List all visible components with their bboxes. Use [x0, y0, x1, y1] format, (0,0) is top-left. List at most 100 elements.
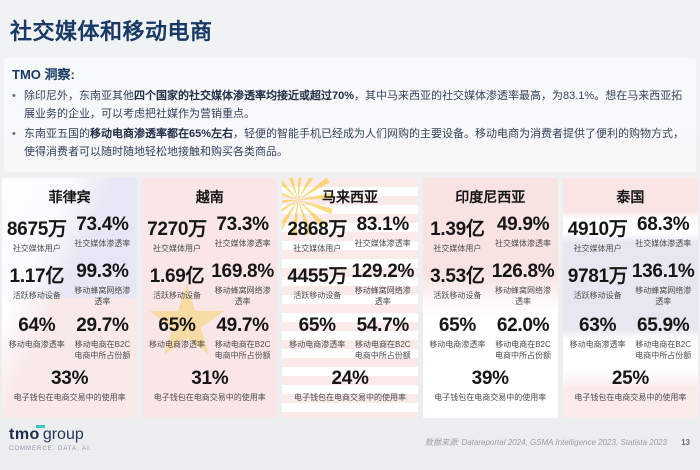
stat-label: 移动电商渗透率: [429, 339, 486, 349]
stat-value: 31%: [191, 367, 229, 389]
stat-value: 4455万: [287, 266, 348, 288]
stat-social-users: 1.39亿 社交媒体用户: [425, 214, 491, 254]
bullet-text-pre: 东南亚五国的: [24, 128, 90, 141]
country-card-philippines: 菲律宾 8675万 社交媒体用户 73.4% 社交媒体渗透率 1.17亿 活跃移…: [2, 178, 138, 418]
stat-social-users: 7270万 社交媒体用户: [144, 214, 210, 254]
bullet-text-post: ，其中马来西亚的社交媒体渗透率最高，为83.1%。想在马来西亚拓展业务的企业，可…: [24, 90, 683, 120]
stat-value: 39%: [471, 367, 509, 389]
stat-label: 社交媒体渗透率: [354, 239, 411, 248]
country-card-thailand: 泰国 4910万 社交媒体用户 68.3% 社交媒体渗透率 9781万 活跃移动…: [562, 178, 699, 418]
stat-value: 8675万: [6, 219, 67, 240]
stat-value: 83.1%: [356, 214, 410, 235]
stat-label: 移动蜂窝网络渗透率: [495, 286, 551, 307]
insights-panel: TMO 洞察: • 除印尼外，东南亚其他四个国家的社交媒体渗透率均接近或超过70…: [4, 58, 696, 172]
stat-label: 活跃移动设备: [293, 291, 342, 301]
stat-value: 169.8%: [211, 261, 274, 283]
stat-label: 移动蜂窝网络渗透率: [74, 286, 131, 307]
stat-label: 电子钱包在电商交易中的使用率: [153, 392, 266, 402]
insight-bullet-text: 东南亚五国的移动电商渗透率都在65%左右，轻便的智能手机已经成为人们网购的主要设…: [24, 126, 688, 161]
stat-value: 129.2%: [351, 261, 415, 283]
stat-value: 4910万: [567, 219, 628, 240]
stat-value: 1.17亿: [9, 266, 65, 288]
stat-value: 9781万: [567, 266, 628, 288]
stat-label: 活跃移动设备: [153, 291, 201, 301]
stats-grid: 2868万 社交媒体用户 83.1% 社交媒体渗透率 4455万 活跃移动设备 …: [284, 214, 415, 403]
insight-bullet-text: 除印尼外，东南亚其他四个国家的社交媒体渗透率均接近或超过70%，其中马来西亚的社…: [24, 88, 688, 123]
stat-mcommerce-penetration: 65% 移动电商渗透率: [425, 315, 491, 361]
stat-value: 24%: [331, 367, 369, 389]
country-name: 越南: [195, 189, 224, 205]
stat-ewallet-usage: 39% 电子钱包在电商交易中的使用率: [425, 368, 556, 403]
tmo-group-logo: tmo group COMMERCE. DATA. AI.: [9, 425, 92, 452]
stat-social-penetration: 73.3% 社交媒体渗透率: [210, 214, 276, 254]
stat-social-users: 4910万 社交媒体用户: [565, 214, 631, 254]
stat-label: 活跃移动设备: [433, 291, 482, 301]
stat-active-devices: 4455万 活跃移动设备: [284, 261, 350, 307]
stat-label: 电子钱包在电商交易中的使用率: [434, 392, 547, 402]
bullet-text-post: ，轻便的智能手机已经成为人们网购的主要设备。移动电商为消费者提供了便利的购物方式…: [24, 128, 685, 158]
stat-label: 电子钱包在电商交易中的使用率: [13, 392, 126, 402]
page-title: 社交媒体和移动电商: [10, 19, 213, 44]
stats-grid: 1.39亿 社交媒体用户 49.9% 社交媒体渗透率 3.53亿 活跃移动设备 …: [425, 214, 556, 403]
stat-label: 移动电商渗透率: [149, 339, 205, 349]
country-name: 泰国: [616, 189, 645, 205]
stat-value: 1.69亿: [149, 266, 205, 288]
stat-cellular-penetration: 136.1% 移动蜂窝网络渗透率: [630, 261, 696, 307]
stat-active-devices: 9781万 活跃移动设备: [565, 261, 631, 307]
stat-cellular-penetration: 99.3% 移动蜂窝网络渗透率: [70, 261, 136, 307]
stat-label: 移动电商渗透率: [8, 339, 65, 349]
stat-value: 64%: [18, 314, 56, 336]
stats-grid: 4910万 社交媒体用户 68.3% 社交媒体渗透率 9781万 活跃移动设备 …: [565, 214, 696, 403]
country-card-malaysia: 马来西亚 2868万 社交媒体用户 83.1% 社交媒体渗透率 4455万 活跃…: [282, 178, 418, 418]
stat-value: 49.9%: [496, 214, 550, 235]
insight-bullet: • 除印尼外，东南亚其他四个国家的社交媒体渗透率均接近或超过70%，其中马来西亚…: [12, 88, 688, 123]
stat-social-users: 2868万 社交媒体用户: [284, 214, 350, 254]
stat-label: 社交媒体用户: [573, 244, 622, 253]
stat-label: 移动电商渗透率: [569, 339, 626, 349]
stat-social-penetration: 49.9% 社交媒体渗透率: [490, 214, 556, 254]
stat-mcommerce-penetration: 65% 移动电商渗透率: [284, 315, 350, 361]
stat-social-penetration: 68.3% 社交媒体渗透率: [630, 214, 696, 254]
stat-active-devices: 3.53亿 活跃移动设备: [425, 261, 491, 307]
country-name: 马来西亚: [322, 189, 378, 205]
logo-tmo-text: tmo: [9, 426, 40, 443]
stat-value: 99.3%: [76, 261, 129, 283]
stat-value: 65%: [438, 314, 476, 336]
stat-active-devices: 1.69亿 活跃移动设备: [144, 261, 210, 307]
stat-mcommerce-penetration: 65% 移动电商渗透率: [144, 315, 210, 361]
stat-label: 移动电商在B2C电商中所占份额: [214, 339, 271, 360]
stat-social-users: 8675万 社交媒体用户: [4, 214, 70, 254]
stat-b2c-share: 29.7% 移动电商在B2C电商中所占份额: [70, 315, 136, 361]
stat-label: 移动电商在B2C电商中所占份额: [635, 339, 692, 360]
stat-label: 移动蜂窝网络渗透率: [635, 286, 692, 307]
stat-label: 社交媒体用户: [153, 244, 201, 253]
bullet-marker-icon: •: [12, 90, 16, 102]
country-cards-row: 菲律宾 8675万 社交媒体用户 73.4% 社交媒体渗透率 1.17亿 活跃移…: [2, 178, 699, 418]
stat-value: 1.39亿: [430, 219, 485, 240]
stat-label: 移动蜂窝网络渗透率: [354, 286, 411, 307]
stat-label: 社交媒体用户: [433, 244, 482, 253]
footer-right: 数据来源: Datareportal 2024, GSMA Intelligen…: [425, 437, 690, 448]
stat-b2c-share: 65.9% 移动电商在B2C电商中所占份额: [630, 315, 696, 361]
bullet-text-bold: 四个国家的社交媒体渗透率均接近或超过70%: [134, 90, 355, 102]
stat-label: 移动电商在B2C电商中所占份额: [74, 339, 131, 360]
stat-ewallet-usage: 25% 电子钱包在电商交易中的使用率: [565, 368, 696, 403]
stat-value: 3.53亿: [430, 266, 485, 288]
stat-label: 移动电商渗透率: [289, 339, 346, 349]
data-source-text: 数据来源: Datareportal 2024, GSMA Intelligen…: [425, 438, 668, 447]
stat-social-penetration: 83.1% 社交媒体渗透率: [350, 214, 416, 254]
stat-label: 活跃移动设备: [12, 291, 61, 301]
stat-value: 54.7%: [356, 314, 410, 336]
stat-value: 65%: [158, 314, 196, 336]
stat-label: 社交媒体用户: [293, 244, 342, 253]
bullet-text-pre: 除印尼外，东南亚其他: [24, 90, 134, 102]
stat-value: 65.9%: [637, 314, 690, 336]
stat-value: 63%: [579, 314, 617, 336]
stat-label: 活跃移动设备: [573, 291, 622, 301]
stat-label: 移动电商在B2C电商中所占份额: [495, 339, 551, 360]
stat-value: 25%: [611, 367, 649, 389]
stat-label: 电子钱包在电商交易中的使用率: [294, 392, 406, 402]
stat-value: 49.7%: [216, 314, 269, 336]
stat-value: 73.3%: [216, 214, 269, 235]
